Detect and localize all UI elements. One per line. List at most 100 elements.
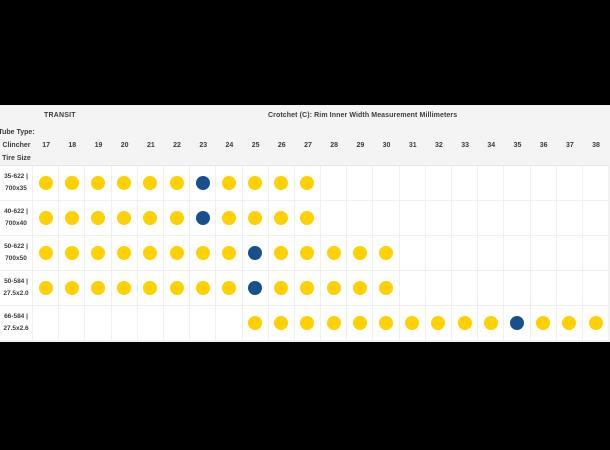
compatible-width-dot [379, 246, 394, 260]
width-cell-700x40-36 [530, 201, 557, 236]
compatible-width-dot [38, 211, 53, 225]
compatible-width-dot [300, 211, 315, 225]
corner-header-line: Clincher [2, 141, 31, 149]
width-cell-700x50-27 [294, 236, 322, 271]
compatible-width-dot [195, 281, 210, 295]
column-header-24: 24 [216, 125, 243, 166]
width-cell-700x40-35 [504, 201, 531, 236]
width-cell-27.5x2.6-30 [373, 306, 400, 341]
width-cell-27.5x2.6-29 [347, 306, 374, 341]
column-header-19: 19 [85, 125, 112, 166]
column-header-27: 27 [294, 125, 322, 166]
compatible-width-dot [143, 246, 158, 260]
compatible-width-dot [248, 211, 263, 225]
column-header-29: 29 [347, 125, 374, 166]
column-header-17: 17 [33, 125, 60, 166]
width-cell-700x40-26 [268, 201, 295, 236]
column-header-26: 26 [268, 125, 295, 166]
corner-header-line: Tube Type: [0, 128, 35, 136]
width-cell-700x40-20 [111, 201, 138, 236]
compatible-width-dot [274, 316, 289, 330]
compatible-width-dot [90, 246, 105, 260]
width-cell-700x35-23 [190, 166, 217, 201]
compatible-width-dot [169, 211, 184, 225]
compatible-width-dot [431, 316, 446, 330]
compatible-width-dot [117, 176, 132, 190]
compatible-width-dot [90, 281, 105, 295]
table-corner-header: Tube Type: Clincher Tire Size [0, 125, 35, 166]
compatible-width-dot [352, 281, 367, 295]
width-cell-700x40-31 [399, 201, 426, 236]
width-cell-27.5x2.6-25 [242, 306, 269, 341]
column-header-36: 36 [530, 125, 557, 166]
compatible-width-dot [588, 316, 603, 330]
compatible-width-dot [300, 246, 315, 260]
width-cell-27.5x2.0-22 [163, 271, 191, 306]
compatible-width-dot [300, 316, 315, 330]
width-cell-27.5x2.0-20 [111, 271, 138, 306]
corner-header-line: Tire Size [2, 154, 31, 162]
width-cell-700x35-33 [452, 166, 479, 201]
compatible-width-dot [457, 316, 472, 330]
width-cell-27.5x2.6-28 [321, 306, 348, 341]
compatible-width-dot [562, 316, 577, 330]
width-cell-27.5x2.0-27 [294, 271, 322, 306]
compatible-width-dot [274, 176, 289, 190]
width-cell-700x50-30 [373, 236, 400, 271]
width-cell-700x50-17 [33, 236, 60, 271]
width-cell-700x40-32 [425, 201, 452, 236]
width-cell-27.5x2.0-19 [85, 271, 112, 306]
tire-size-label: 50-584 | 27.5x2.0 [0, 271, 33, 306]
width-cell-700x50-35 [504, 236, 531, 271]
width-cell-700x40-24 [216, 201, 243, 236]
compatible-width-dot [143, 281, 158, 295]
width-cell-700x40-38 [582, 201, 610, 236]
width-cell-700x40-33 [452, 201, 479, 236]
compatible-width-dot [221, 211, 236, 225]
width-cell-700x40-34 [478, 201, 505, 236]
tire-rim-compatibility-chart: TRANSIT Crotchet (C): Rim Inner Width Me… [0, 105, 610, 342]
column-header-33: 33 [452, 125, 479, 166]
compatible-width-dot [117, 246, 132, 260]
width-cell-27.5x2.6-26 [268, 306, 295, 341]
compatible-width-dot [64, 281, 79, 295]
width-cell-700x35-32 [425, 166, 452, 201]
compatible-width-dot [169, 246, 184, 260]
recommended-width-dot [248, 281, 263, 295]
compatible-width-dot [483, 316, 498, 330]
width-cell-700x40-25 [242, 201, 269, 236]
width-cell-700x50-31 [399, 236, 426, 271]
compatible-width-dot [274, 211, 289, 225]
compatible-width-dot [274, 246, 289, 260]
width-cell-700x35-38 [582, 166, 610, 201]
width-cell-700x50-25 [242, 236, 269, 271]
width-cell-700x40-17 [33, 201, 60, 236]
width-cell-700x50-19 [85, 236, 112, 271]
width-cell-27.5x2.0-33 [452, 271, 479, 306]
tire-etrto: 40-622 | [4, 208, 28, 215]
width-cell-700x35-34 [478, 166, 505, 201]
compatible-width-dot [169, 281, 184, 295]
width-cell-27.5x2.0-38 [582, 271, 610, 306]
width-cell-700x35-17 [33, 166, 60, 201]
width-cell-27.5x2.6-35 [504, 306, 531, 341]
width-cell-700x35-35 [504, 166, 531, 201]
width-cell-27.5x2.0-31 [399, 271, 426, 306]
tire-size: 700x40 [5, 220, 27, 227]
tire-etrto: 35-622 | [4, 173, 28, 180]
width-cell-700x35-21 [137, 166, 164, 201]
width-cell-700x35-19 [85, 166, 112, 201]
width-cell-700x35-29 [347, 166, 374, 201]
compatible-width-dot [221, 246, 236, 260]
width-cell-700x50-37 [556, 236, 583, 271]
tire-size-label: 35-622 | 700x35 [0, 166, 33, 201]
compatible-width-dot [169, 176, 184, 190]
recommended-width-dot [195, 176, 210, 190]
table-group-header-crotchet: Crotchet (C): Rim Inner Width Measuremen… [268, 112, 458, 119]
width-cell-27.5x2.6-27 [294, 306, 322, 341]
compatible-width-dot [379, 316, 394, 330]
width-cell-700x35-24 [216, 166, 243, 201]
compatible-width-dot [64, 211, 79, 225]
column-header-18: 18 [59, 125, 86, 166]
